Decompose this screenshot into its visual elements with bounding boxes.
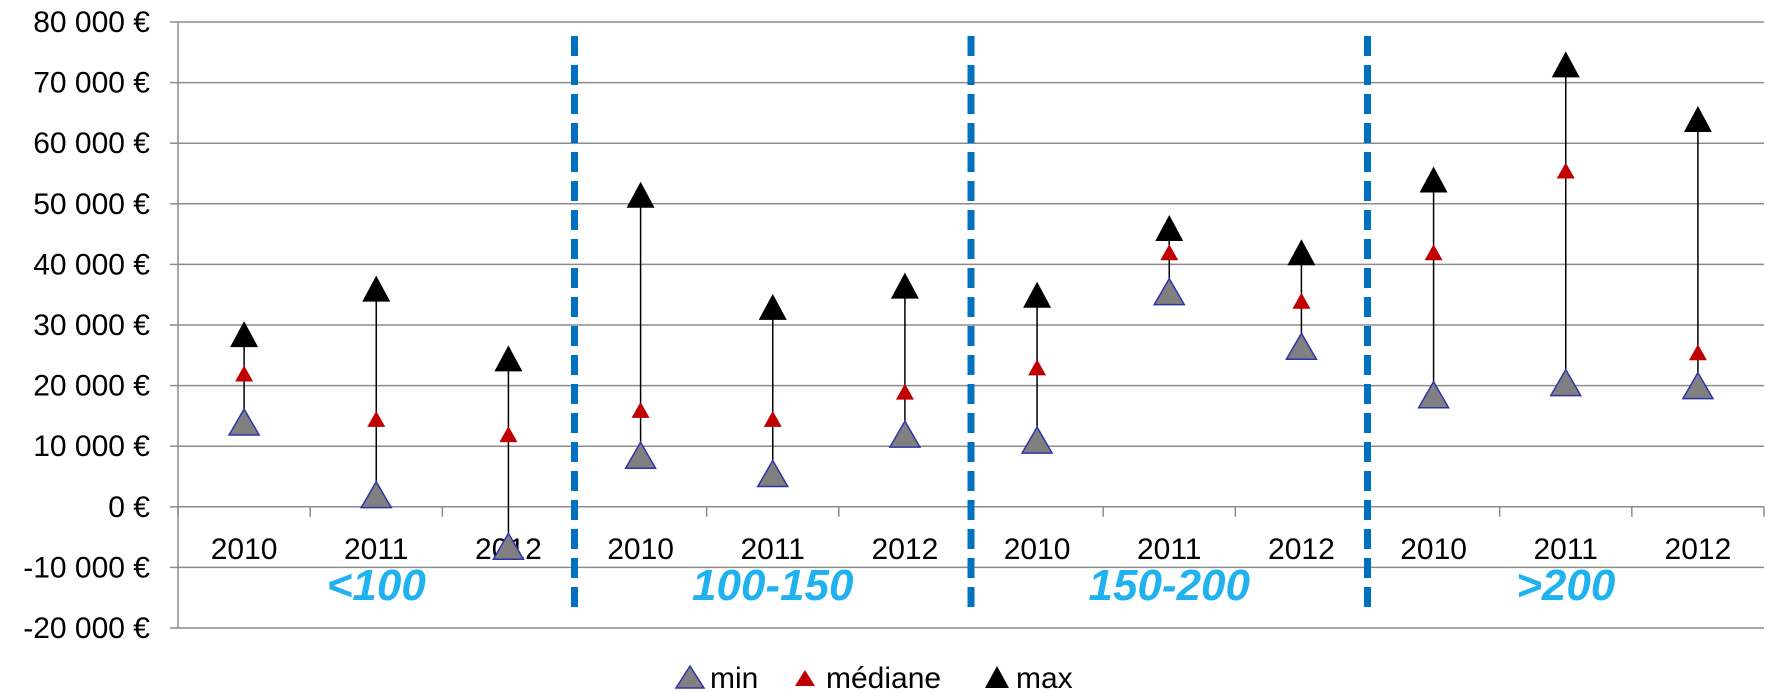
y-axis-tick-labels: 80 000 € 70 000 € 60 000 € 50 000 € 40 000 €… [23, 6, 150, 645]
y-tick-label: 50 000 € [33, 188, 150, 221]
min-marker [1285, 331, 1318, 360]
max-marker [626, 181, 655, 208]
x-tick-label: 2011 [1137, 533, 1202, 566]
min-marker [1681, 371, 1715, 400]
y-tick-label: 70 000 € [33, 67, 150, 100]
group-labels: <100 100-150 150-200 >200 [327, 561, 1616, 610]
x-tick-label: 2010 [607, 533, 674, 566]
max-marker [1287, 239, 1316, 266]
min-marker [1152, 277, 1186, 306]
mediane-marker [235, 365, 254, 382]
legend-max-marker [985, 666, 1009, 688]
max-marker [758, 293, 787, 320]
mediane-marker [1556, 162, 1575, 179]
x-tick-label: 2011 [740, 533, 805, 566]
max-marker [1419, 166, 1448, 193]
min-marker [624, 440, 657, 470]
y-tick-label: 60 000 € [33, 127, 150, 160]
data-markers [227, 51, 1715, 560]
y-tick-label: 20 000 € [33, 370, 150, 403]
mediane-marker [1292, 292, 1311, 309]
y-tick-label: 80 000 € [33, 6, 150, 39]
x-tick-label: 2010 [211, 533, 278, 566]
mediane-marker [1028, 359, 1047, 376]
legend-mediane-label: médiane [826, 662, 941, 693]
min-marker [492, 531, 525, 560]
group-label: >200 [1516, 561, 1616, 610]
x-tick-label: 2010 [1400, 533, 1467, 566]
max-marker [494, 345, 523, 372]
mediane-marker [1424, 244, 1443, 261]
y-tick-label: 30 000 € [33, 309, 150, 342]
legend: min médiane max [674, 662, 1073, 693]
y-tick-label: 40 000 € [33, 248, 150, 281]
y-tick-label: -20 000 € [23, 612, 150, 645]
max-marker [362, 275, 391, 302]
min-marker [227, 407, 261, 436]
x-tick-label: 2010 [1004, 533, 1071, 566]
mediane-marker [763, 410, 782, 427]
max-marker [890, 272, 919, 299]
min-marker [756, 458, 790, 488]
x-axis-tick-labels: 2010 2011 2012 2010 2011 2012 2010 2011 2012 2010… [211, 533, 1732, 566]
mediane-marker [895, 383, 914, 400]
x-tick-label: 2011 [1533, 533, 1598, 566]
max-marker [230, 321, 259, 348]
group-label: <100 [327, 561, 427, 610]
group-label: 150-200 [1089, 561, 1251, 610]
group-label: 100-150 [692, 561, 854, 610]
mediane-marker [1160, 244, 1179, 261]
legend-mediane-marker [795, 670, 815, 686]
min-marker [1020, 425, 1054, 454]
x-tick-label: 2012 [1268, 533, 1335, 566]
y-tick-label: -10 000 € [23, 551, 150, 584]
mediane-marker [631, 401, 650, 418]
min-marker [1549, 368, 1583, 397]
legend-min-label: min [710, 662, 758, 693]
min-marker [359, 480, 393, 509]
legend-min-marker [674, 664, 706, 689]
y-tick-label: 0 € [108, 491, 150, 524]
min-marker [1417, 380, 1450, 409]
mediane-marker [367, 410, 386, 427]
x-tick-label: 2011 [344, 533, 409, 566]
legend-max-label: max [1016, 662, 1073, 693]
mediane-marker [499, 426, 518, 443]
max-marker [1155, 215, 1184, 242]
max-marker [1683, 105, 1712, 132]
axes [170, 21, 1765, 629]
mediane-marker [1688, 344, 1707, 361]
max-marker [1023, 281, 1052, 308]
max-marker [1551, 51, 1580, 78]
y-tick-label: 10 000 € [33, 430, 150, 463]
x-tick-label: 2012 [872, 533, 939, 566]
group-separators [571, 36, 1371, 614]
x-tick-label: 2012 [1665, 533, 1732, 566]
min-marker [888, 419, 922, 448]
